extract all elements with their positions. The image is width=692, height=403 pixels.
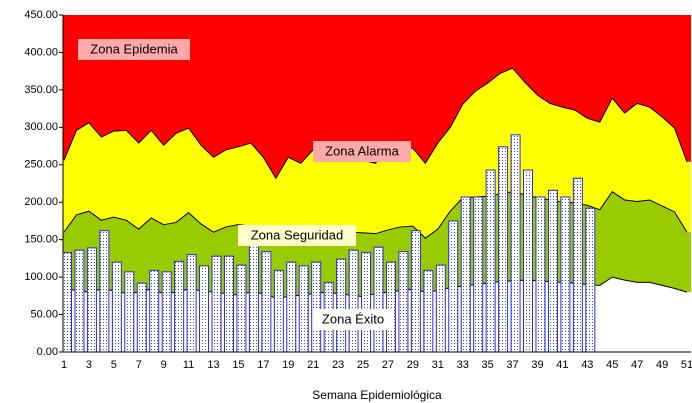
x-tick-label: 3 (86, 359, 92, 371)
bar (385, 261, 396, 352)
bar (460, 196, 471, 352)
y-tick-label: 200.00 (24, 196, 58, 208)
bar (398, 251, 409, 352)
x-axis-title: Semana Epidemiológica (312, 388, 442, 402)
bar (448, 220, 459, 352)
x-tick-label: 27 (382, 359, 394, 371)
x-tick-label: 21 (307, 359, 319, 371)
bar (410, 230, 421, 352)
bar (149, 269, 160, 352)
x-tick-label: 17 (257, 359, 269, 371)
x-tick-label: 5 (111, 359, 117, 371)
bar (348, 249, 359, 352)
bar (473, 196, 484, 352)
y-tick-label: 350.00 (24, 84, 58, 96)
x-tick-label: 39 (531, 359, 543, 371)
x-tick-label: 51 (681, 359, 692, 371)
bar (336, 258, 347, 352)
x-tick-label: 43 (581, 359, 593, 371)
bar (236, 264, 247, 352)
bar (311, 261, 322, 352)
bar (286, 261, 297, 352)
bar (161, 271, 172, 352)
x-tick-label: 33 (457, 359, 469, 371)
x-tick-label: 1 (61, 359, 67, 371)
bar (74, 249, 85, 352)
x-tick-label: 13 (207, 359, 219, 371)
zone-label-bg (313, 141, 411, 162)
bar (485, 169, 496, 352)
bar (585, 207, 596, 352)
x-tick-label: 11 (183, 359, 194, 371)
bar (63, 251, 72, 352)
zone-label-bg (238, 225, 356, 246)
bar (199, 265, 210, 352)
bar (86, 247, 97, 352)
x-tick-label: 25 (357, 359, 369, 371)
bar (174, 260, 185, 352)
y-tick-label: 400.00 (24, 46, 58, 58)
x-tick-label: 47 (631, 359, 643, 371)
zone-boundary (63, 191, 688, 239)
x-tick-label: 45 (606, 359, 618, 371)
y-tick-label: 450.00 (24, 9, 58, 21)
x-tick-label: 41 (556, 359, 568, 371)
x-tick-label: 37 (506, 359, 518, 371)
bar (223, 255, 234, 352)
x-tick-label: 23 (332, 359, 344, 371)
bar (510, 134, 521, 352)
x-tick-label: 15 (232, 359, 244, 371)
x-tick-label: 9 (161, 359, 167, 371)
plot-area (63, 15, 691, 352)
bar (111, 261, 122, 352)
zone-label-bg (313, 309, 393, 330)
y-tick-label: 50.00 (30, 308, 58, 320)
bar (435, 264, 446, 352)
zone-label: Zona Éxito (322, 311, 384, 326)
bar (498, 146, 509, 352)
bar (560, 196, 571, 352)
zone-label: Zona Epidemia (90, 41, 178, 56)
y-tick-label: 100.00 (24, 271, 58, 283)
zone-label-bg (78, 39, 190, 60)
zone-label: Zona Seguridad (251, 227, 344, 242)
bar (373, 246, 384, 352)
bar (547, 189, 558, 352)
y-tick-label: 150.00 (24, 234, 58, 246)
x-tick-label: 7 (136, 359, 142, 371)
bar (572, 177, 583, 352)
y-tick-label: 300.00 (24, 121, 58, 133)
zone-boundary (63, 67, 688, 180)
x-tick-label: 29 (407, 359, 419, 371)
x-tick-label: 35 (482, 359, 494, 371)
y-tick-label: 0.00 (37, 346, 58, 358)
x-tick-label: 31 (432, 359, 444, 371)
x-tick-label: 49 (656, 359, 668, 371)
y-tick-label: 250.00 (24, 159, 58, 171)
bar (261, 251, 272, 352)
bar (136, 282, 147, 352)
bar (361, 251, 372, 352)
bar (423, 269, 434, 352)
bar (535, 196, 546, 352)
bar (273, 269, 284, 352)
zone-label: Zona Alarma (325, 143, 399, 158)
x-tick-label: 19 (282, 359, 294, 371)
bar (124, 271, 135, 352)
bar (186, 254, 197, 352)
bar (523, 169, 534, 352)
bar (298, 265, 309, 352)
bar (248, 244, 259, 352)
bar (211, 255, 222, 352)
bar (99, 230, 110, 352)
